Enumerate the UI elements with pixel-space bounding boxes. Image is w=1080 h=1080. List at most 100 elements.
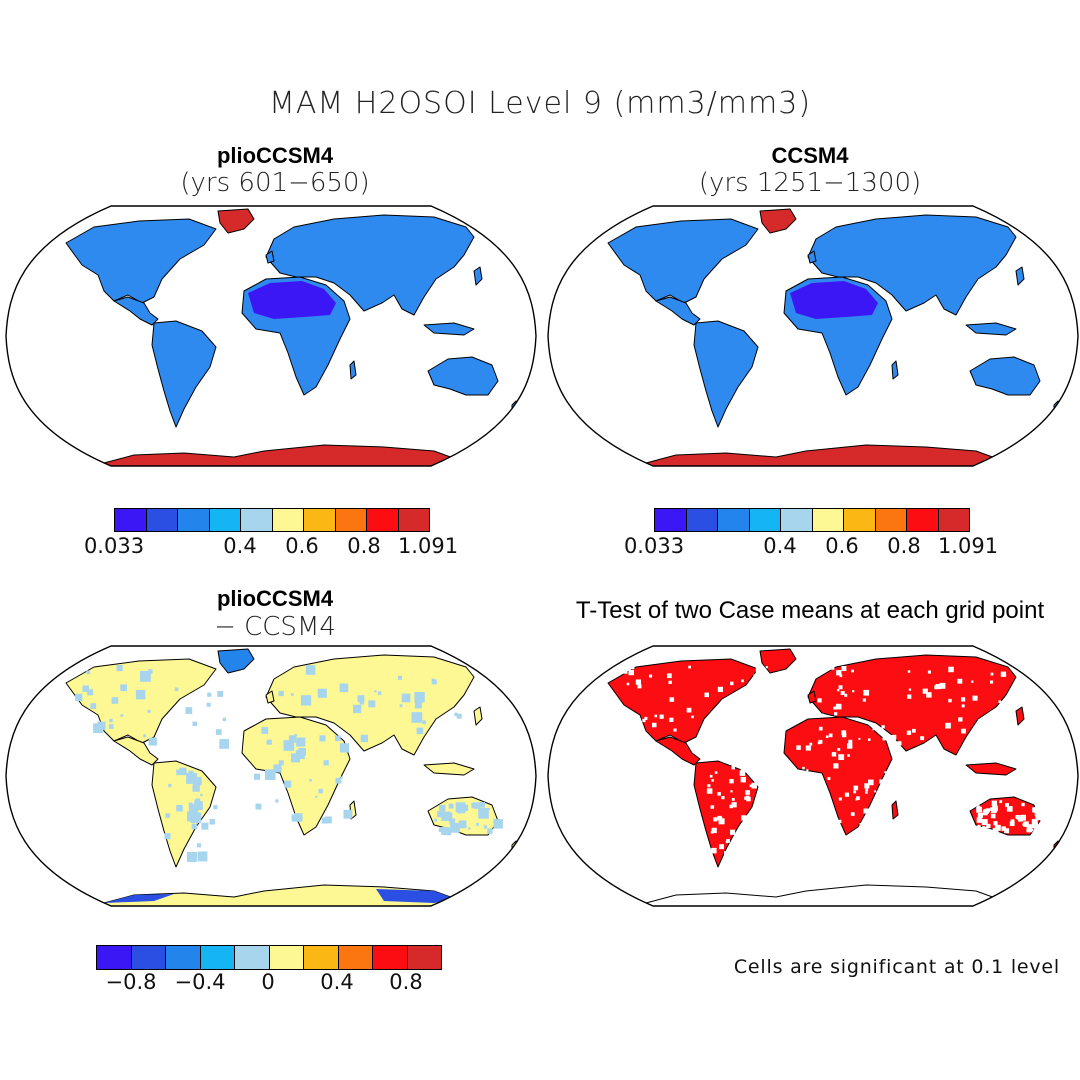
value-patch bbox=[278, 690, 284, 697]
nonsignificant-cell bbox=[732, 738, 735, 741]
value-patch bbox=[315, 795, 318, 798]
value-patch bbox=[431, 679, 437, 685]
continents bbox=[607, 208, 1061, 466]
nonsignificant-cell bbox=[1024, 823, 1028, 826]
value-patch bbox=[339, 743, 350, 753]
colorbar-label: 0 bbox=[261, 970, 275, 994]
colorbar-swatch bbox=[272, 509, 304, 531]
nonsignificant-cell bbox=[800, 791, 803, 795]
continents bbox=[65, 208, 519, 466]
colorbar-label: −0.4 bbox=[174, 970, 226, 994]
nonsignificant-cell bbox=[853, 785, 859, 791]
continent-antarctica bbox=[103, 444, 457, 466]
value-patch bbox=[200, 793, 203, 797]
colorbar-label: 0.033 bbox=[83, 534, 145, 558]
value-patch bbox=[176, 804, 183, 812]
nonsignificant-cell bbox=[1015, 815, 1020, 820]
panel-subtitle-pliocene-years: (yrs 601−650) bbox=[180, 168, 370, 198]
value-patch bbox=[339, 683, 349, 693]
colorbar-ccsm4 bbox=[654, 508, 970, 532]
sahara-region bbox=[248, 281, 336, 319]
value-patch bbox=[109, 718, 113, 723]
nonsignificant-cell bbox=[1034, 825, 1037, 828]
colorbar-label: 0.8 bbox=[887, 534, 921, 558]
nonsignificant-cell bbox=[992, 805, 998, 812]
value-patch bbox=[168, 783, 172, 788]
colorbar-swatch bbox=[781, 509, 813, 531]
nonsignificant-cell bbox=[718, 818, 725, 825]
value-patch bbox=[288, 735, 297, 743]
nonsignificant-cell bbox=[741, 679, 744, 683]
value-patch bbox=[201, 822, 209, 830]
nonsignificant-cell bbox=[837, 748, 841, 751]
map-frame bbox=[5, 205, 537, 467]
nonsignificant-cell bbox=[686, 707, 692, 713]
nonsignificant-cell bbox=[841, 730, 847, 735]
nonsignificant-cell bbox=[737, 839, 742, 845]
value-patch bbox=[108, 724, 114, 729]
nonsignificant-cell bbox=[853, 790, 857, 794]
nonsignificant-cell bbox=[1018, 816, 1023, 822]
nonsignificant-cell bbox=[841, 666, 847, 671]
value-patch bbox=[86, 670, 91, 675]
value-patch bbox=[165, 813, 170, 818]
nonsignificant-cell bbox=[872, 728, 875, 731]
value-patch bbox=[353, 704, 362, 714]
nonsignificant-cell bbox=[743, 767, 748, 771]
nonsignificant-cell bbox=[673, 728, 677, 732]
colorbar-label: 0.8 bbox=[347, 534, 381, 558]
nonsignificant-cell bbox=[763, 686, 766, 689]
colorbar-swatch bbox=[97, 946, 132, 969]
nonsignificant-cell bbox=[667, 673, 672, 679]
colorbar-swatch bbox=[938, 509, 969, 531]
value-patch bbox=[191, 823, 198, 830]
colorbar-swatch bbox=[812, 509, 844, 531]
nonsignificant-cell bbox=[691, 715, 694, 719]
panel-subtitle-ccsm4-years: (yrs 1251−1300) bbox=[698, 168, 922, 198]
nonsignificant-cell bbox=[731, 802, 737, 808]
nonsignificant-cell bbox=[710, 805, 715, 809]
nonsignificant-cell bbox=[859, 822, 862, 825]
nonsignificant-cell bbox=[958, 717, 963, 722]
value-patch bbox=[186, 852, 197, 862]
nonsignificant-cell bbox=[988, 720, 994, 726]
continent-southAmerica bbox=[693, 320, 759, 428]
continent-southAmerica bbox=[151, 760, 217, 868]
value-patch bbox=[454, 712, 458, 716]
value-patch bbox=[176, 769, 182, 775]
colorbar-swatch bbox=[338, 946, 373, 969]
nonsignificant-cell bbox=[721, 700, 727, 706]
nonsignificant-cell bbox=[897, 741, 902, 746]
nonsignificant-cell bbox=[1021, 802, 1025, 807]
nonsignificant-cell bbox=[821, 713, 824, 717]
nonsignificant-cell bbox=[981, 819, 988, 825]
nonsignificant-cell bbox=[961, 697, 966, 702]
panel-title-pliocene: plioCCSM4 bbox=[216, 143, 334, 168]
value-patch bbox=[437, 811, 444, 818]
nonsignificant-cell bbox=[852, 690, 855, 693]
value-patch bbox=[450, 823, 460, 833]
island-japan bbox=[1015, 706, 1025, 726]
map-pliocene bbox=[5, 205, 537, 467]
value-patch bbox=[278, 760, 284, 766]
value-patch bbox=[143, 734, 147, 738]
nonsignificant-cell bbox=[729, 779, 734, 784]
nonsignificant-cell bbox=[977, 810, 980, 813]
nonsignificant-cell bbox=[743, 846, 749, 852]
nonsignificant-cell bbox=[856, 796, 860, 800]
value-patch bbox=[215, 729, 222, 735]
nonsignificant-cell bbox=[796, 745, 801, 750]
colorbar-swatch bbox=[200, 946, 235, 969]
nonsignificant-cell bbox=[1034, 826, 1037, 830]
value-patch bbox=[188, 770, 194, 776]
island-indonesia bbox=[423, 322, 475, 336]
value-patch bbox=[335, 735, 341, 742]
nonsignificant-cell bbox=[838, 819, 842, 824]
colorbar-swatch bbox=[146, 509, 178, 531]
nonsignificant-cell bbox=[819, 726, 823, 731]
nonsignificant-cell bbox=[755, 823, 760, 829]
nonsignificant-cell bbox=[758, 689, 764, 695]
nonsignificant-cell bbox=[804, 774, 807, 777]
colorbar-swatch bbox=[131, 946, 166, 969]
nonsignificant-cell bbox=[999, 800, 1003, 803]
